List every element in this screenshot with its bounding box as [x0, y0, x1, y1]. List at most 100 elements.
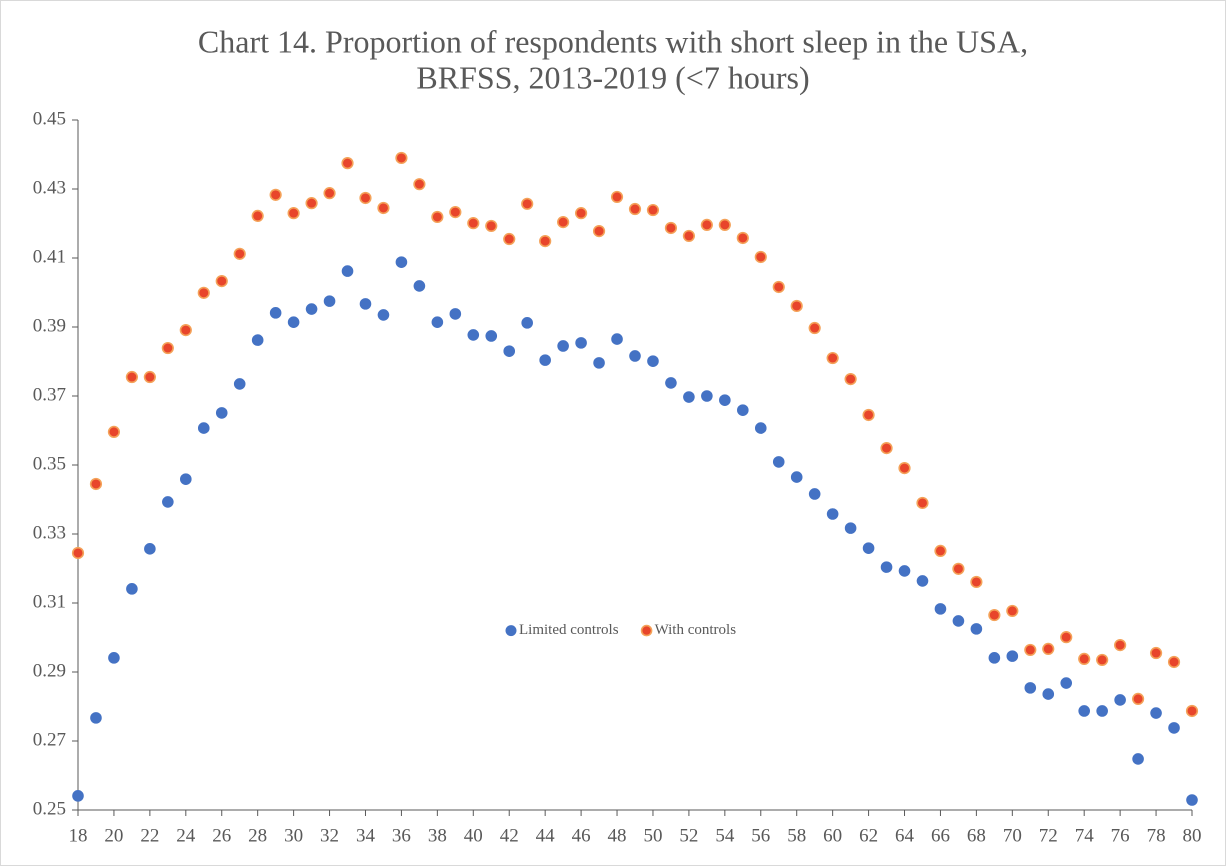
- point: [90, 712, 102, 724]
- point: [1114, 694, 1126, 706]
- point: [557, 216, 570, 229]
- point: [161, 341, 174, 355]
- point: [988, 652, 1001, 664]
- point: [916, 496, 929, 510]
- point: [143, 370, 156, 384]
- point: [701, 390, 713, 402]
- x-tick-label: 30: [284, 825, 303, 846]
- y-tick-label: 0.37: [33, 384, 66, 405]
- point: [107, 425, 121, 438]
- point: [772, 280, 785, 294]
- point: [1078, 705, 1090, 717]
- point: [305, 197, 318, 210]
- point: [539, 234, 552, 248]
- y-tick-label: 0.29: [33, 660, 66, 681]
- point: [1024, 643, 1037, 657]
- point: [898, 462, 911, 475]
- point: [880, 561, 893, 573]
- y-tick-label: 0.41: [33, 246, 66, 267]
- x-tick-label: 44: [536, 825, 556, 846]
- y-tick-label: 0.31: [33, 591, 66, 612]
- point: [1131, 692, 1145, 706]
- point: [485, 219, 498, 233]
- point: [215, 275, 228, 288]
- point: [1024, 682, 1037, 694]
- x-tick-label: 76: [1111, 825, 1130, 846]
- chart-title: BRFSS, 2013-2019 (<7 hours): [416, 59, 809, 95]
- point: [1168, 722, 1180, 734]
- point: [952, 615, 965, 627]
- point: [395, 151, 408, 165]
- y-tick-label: 0.35: [33, 453, 66, 474]
- point: [665, 377, 677, 389]
- point: [575, 337, 587, 349]
- x-tick-label: 66: [931, 825, 950, 846]
- point: [737, 404, 749, 416]
- y-tick-label: 0.43: [33, 177, 66, 198]
- point: [628, 202, 642, 216]
- x-tick-label: 42: [500, 825, 519, 846]
- y-tick-label: 0.33: [33, 522, 66, 543]
- point: [1150, 707, 1162, 719]
- x-tick-label: 52: [679, 825, 698, 846]
- point: [629, 350, 641, 362]
- point: [934, 544, 947, 558]
- point: [485, 330, 498, 342]
- point: [377, 201, 390, 215]
- point: [808, 488, 821, 500]
- point: [574, 207, 588, 220]
- point: [269, 188, 282, 201]
- point: [808, 321, 821, 335]
- point: [233, 247, 246, 260]
- x-tick-label: 50: [643, 825, 662, 846]
- point: [790, 299, 803, 313]
- x-tick-label: 20: [104, 825, 123, 846]
- x-tick-label: 70: [1003, 825, 1022, 846]
- point: [341, 157, 354, 170]
- point: [952, 562, 965, 575]
- x-tick-label: 58: [787, 825, 806, 846]
- point: [772, 456, 785, 468]
- x-tick-label: 56: [751, 825, 770, 846]
- point: [1149, 646, 1163, 660]
- point: [287, 207, 300, 220]
- x-tick-label: 34: [356, 825, 376, 846]
- x-tick-label: 68: [967, 825, 986, 846]
- point: [1042, 688, 1055, 700]
- point: [646, 203, 660, 217]
- point: [826, 351, 839, 365]
- x-tick-label: 78: [1147, 825, 1166, 846]
- point: [592, 224, 606, 238]
- point: [754, 422, 767, 434]
- x-tick-label: 72: [1039, 825, 1058, 846]
- point: [1078, 652, 1091, 665]
- point: [215, 407, 228, 419]
- point: [826, 508, 839, 520]
- point: [736, 231, 749, 245]
- point: [162, 496, 174, 508]
- point: [1186, 794, 1198, 806]
- point: [197, 286, 210, 299]
- point: [359, 298, 372, 310]
- point: [521, 197, 534, 210]
- x-tick-label: 60: [823, 825, 842, 846]
- legend-label: With controls: [655, 622, 737, 638]
- point: [233, 378, 246, 390]
- point: [700, 218, 713, 231]
- point: [988, 608, 1001, 622]
- point: [970, 623, 983, 635]
- point: [898, 565, 911, 577]
- point: [413, 280, 426, 292]
- point: [539, 354, 551, 366]
- x-tick-label: 48: [608, 825, 627, 846]
- point: [1060, 677, 1073, 689]
- point: [611, 333, 623, 345]
- legend-marker: [505, 625, 517, 637]
- point: [503, 232, 516, 246]
- point: [664, 221, 678, 235]
- point: [844, 522, 857, 534]
- legend-marker: [640, 624, 653, 637]
- x-tick-label: 38: [428, 825, 447, 846]
- point: [180, 473, 192, 485]
